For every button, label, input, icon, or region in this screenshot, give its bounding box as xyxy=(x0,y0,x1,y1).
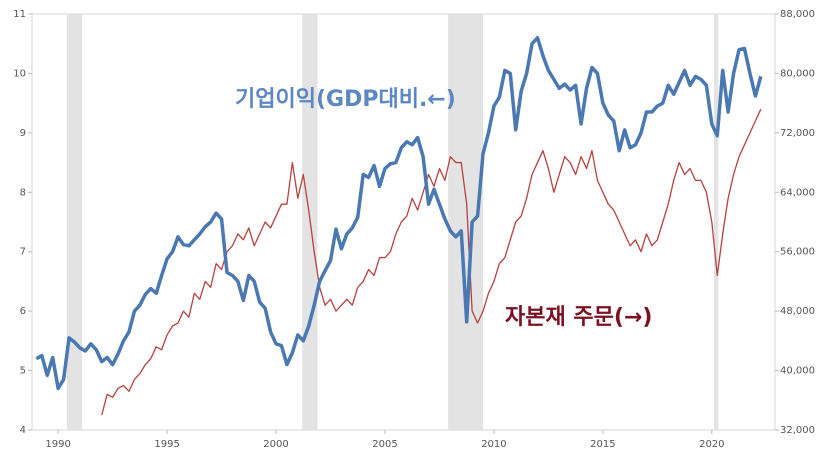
recession-band xyxy=(448,14,484,430)
y2-tick-label: 80,000 xyxy=(780,68,815,79)
x-tick-label: 1990 xyxy=(45,439,70,450)
annotation: 자본재 주문(→) xyxy=(505,305,652,330)
y2-tick-label: 40,000 xyxy=(780,366,815,377)
y-tick-label: 10 xyxy=(13,68,26,79)
x-tick-label: 2010 xyxy=(481,439,506,450)
annotation: 기업이익(GDP대비.←) xyxy=(235,87,456,112)
line-layer xyxy=(35,36,763,416)
x-tick-label: 2020 xyxy=(699,439,724,450)
plot-area xyxy=(31,13,776,431)
recession-band xyxy=(713,14,719,430)
y2-tick-label: 72,000 xyxy=(780,128,815,139)
y2-tick-label: 56,000 xyxy=(780,247,815,258)
y2-tick-label: 32,000 xyxy=(780,425,815,436)
x-tick-label: 1995 xyxy=(154,439,179,450)
x-tick-label: 2000 xyxy=(263,439,288,450)
series-line xyxy=(35,36,763,391)
y2-tick-label: 88,000 xyxy=(780,9,815,20)
x-tick-label: 2015 xyxy=(590,439,615,450)
series-line xyxy=(101,108,762,416)
y-tick-label: 5 xyxy=(20,366,26,377)
y2-tick-label: 48,000 xyxy=(780,306,815,317)
x-tick-label: 2005 xyxy=(372,439,397,450)
recession-band xyxy=(66,14,83,430)
y-tick-label: 9 xyxy=(20,128,26,139)
y-tick-label: 8 xyxy=(20,187,26,198)
y-tick-label: 4 xyxy=(20,425,26,436)
y-tick-label: 6 xyxy=(20,306,26,317)
y-tick-label: 11 xyxy=(13,9,26,20)
y2-tick-label: 64,000 xyxy=(780,187,815,198)
y-tick-label: 7 xyxy=(20,247,26,258)
